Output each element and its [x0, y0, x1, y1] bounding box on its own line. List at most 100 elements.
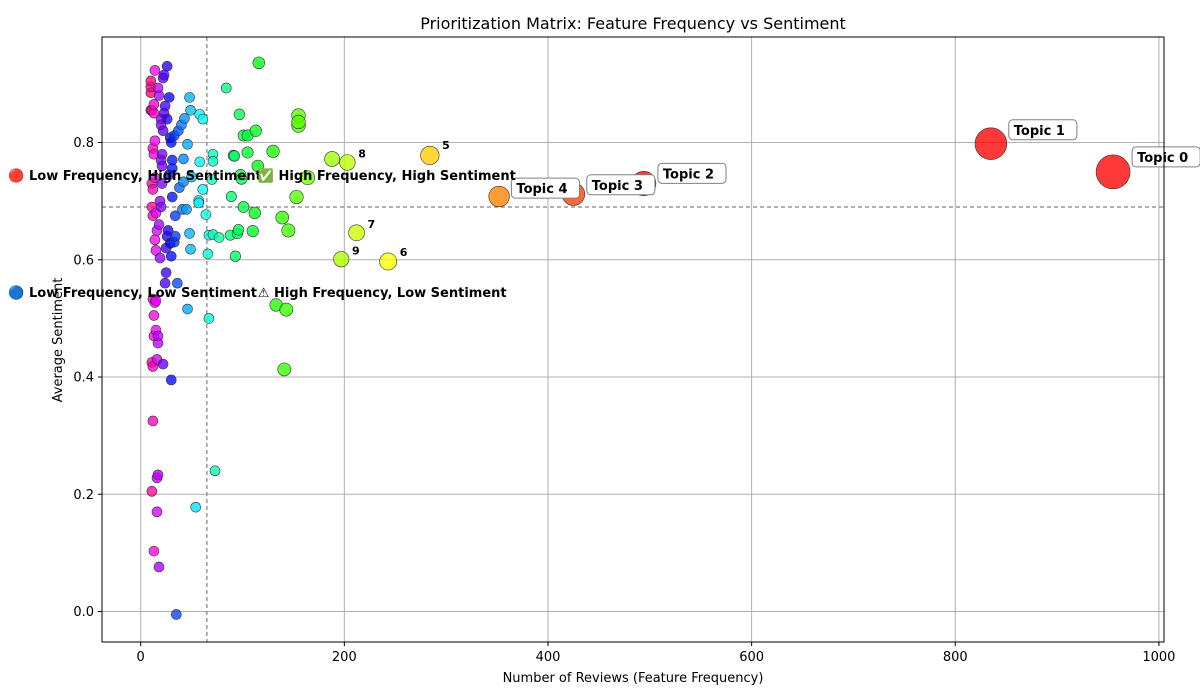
data-point [1095, 154, 1131, 190]
data-point [166, 191, 178, 203]
data-point [161, 113, 173, 125]
topic-label-box [1008, 119, 1078, 141]
data-point [248, 206, 261, 219]
data-point [149, 65, 161, 76]
quadrant-label: 🔵 Low Frequency, Low Sentiment [8, 285, 257, 301]
data-point [232, 224, 245, 236]
data-point [207, 155, 219, 167]
data-point [162, 225, 174, 236]
data-point [152, 330, 164, 342]
data-point [156, 178, 168, 189]
data-point [156, 148, 168, 160]
data-point [300, 170, 316, 186]
data-point [235, 173, 248, 185]
data-point [339, 154, 356, 171]
data-point [251, 159, 264, 173]
data-point [197, 113, 209, 125]
topic-label-box [510, 177, 581, 199]
quadrant-labels: 🔴 Low Frequency, High Sentiment✅ High Fr… [8, 168, 516, 301]
data-point [146, 486, 158, 497]
data-point [150, 295, 162, 307]
data-points [145, 56, 1131, 620]
data-point [159, 277, 171, 289]
data-point [148, 99, 160, 110]
point-labels: 9 8 7 6 5 Topic 4 Topic 3 Topic 2 Topic 1 Topic 0 [352, 119, 1200, 259]
data-point [166, 163, 178, 174]
data-point [225, 190, 237, 202]
data-point [163, 92, 175, 103]
data-point [181, 204, 192, 215]
data-point [275, 210, 290, 225]
data-point [206, 174, 218, 185]
data-point [148, 545, 160, 557]
plot-frame [101, 36, 1165, 643]
data-point [220, 82, 232, 94]
data-point [420, 145, 440, 165]
data-point [172, 277, 183, 289]
data-point [148, 310, 160, 321]
data-point [237, 201, 250, 213]
data-point [156, 160, 168, 172]
data-point [281, 223, 296, 238]
data-point [160, 267, 172, 278]
data-point [213, 232, 225, 243]
data-point [193, 197, 205, 209]
data-point [185, 104, 196, 116]
point-number-label: 5 [442, 139, 450, 152]
quadrant-label: 🔴 Low Frequency, High Sentiment [8, 168, 261, 184]
quadrant-label: ⚠ High Frequency, Low Sentiment [258, 286, 507, 301]
data-point [228, 150, 240, 162]
data-point [184, 228, 195, 239]
data-point [197, 184, 209, 195]
data-point [252, 56, 266, 70]
topic-label-box [1131, 146, 1200, 168]
data-point [161, 61, 173, 72]
data-point [179, 113, 190, 124]
data-point [200, 209, 212, 220]
data-point [159, 100, 171, 112]
data-point [147, 415, 159, 427]
data-point [182, 138, 193, 150]
data-point [209, 465, 221, 477]
data-point [152, 469, 164, 481]
data-point [149, 172, 161, 183]
data-point [186, 171, 197, 183]
data-point [333, 251, 350, 268]
point-number-label: 8 [358, 148, 366, 161]
data-point [154, 252, 166, 264]
grid-lines [102, 37, 1164, 642]
point-number-label: 7 [368, 218, 376, 231]
data-point [147, 184, 159, 195]
threshold-lines [102, 37, 1164, 642]
y-tick-label: 0.6 [73, 253, 94, 268]
data-point [249, 124, 262, 137]
data-point [170, 210, 181, 222]
data-point [348, 224, 365, 242]
data-point [178, 153, 189, 165]
data-point [379, 252, 397, 271]
data-point [194, 156, 206, 168]
data-point [974, 127, 1008, 160]
data-point [153, 90, 165, 101]
y-tick-label: 0.8 [73, 136, 94, 151]
data-point [233, 108, 246, 121]
data-point [149, 135, 161, 147]
x-tick-label: 400 [536, 650, 561, 665]
data-point [145, 75, 157, 87]
topic-label: Topic 3 [592, 179, 643, 194]
data-point [165, 250, 177, 262]
x-axis-label: Number of Reviews (Feature Frequency) [503, 671, 764, 686]
data-point [488, 185, 510, 208]
data-point [291, 114, 306, 130]
data-point [158, 69, 170, 81]
data-point [153, 219, 165, 230]
topic-label: Topic 0 [1137, 151, 1188, 166]
data-point [171, 609, 182, 620]
data-point [241, 146, 254, 159]
data-point [157, 125, 169, 137]
topic-label-box [657, 162, 727, 184]
data-point [153, 561, 165, 573]
data-point [246, 224, 259, 238]
data-point [185, 243, 196, 255]
